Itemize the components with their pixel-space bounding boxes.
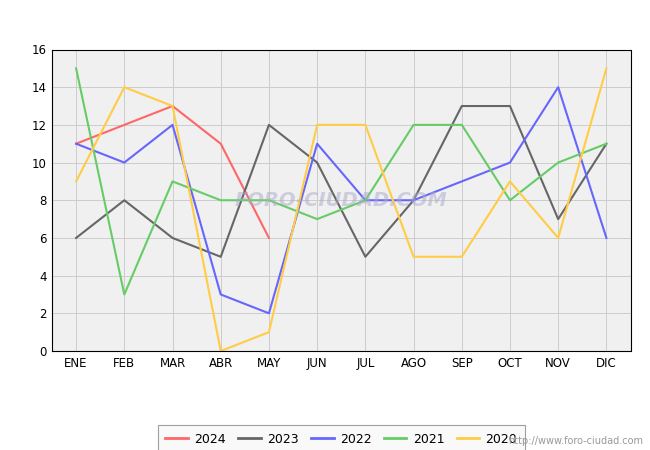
Legend: 2024, 2023, 2022, 2021, 2020: 2024, 2023, 2022, 2021, 2020 <box>158 425 525 450</box>
Text: FORO-CIUDAD.COM: FORO-CIUDAD.COM <box>235 191 448 210</box>
Text: http://www.foro-ciudad.com: http://www.foro-ciudad.com <box>508 436 644 446</box>
Text: Matriculaciones de Vehiculos en Ugena: Matriculaciones de Vehiculos en Ugena <box>162 11 488 29</box>
